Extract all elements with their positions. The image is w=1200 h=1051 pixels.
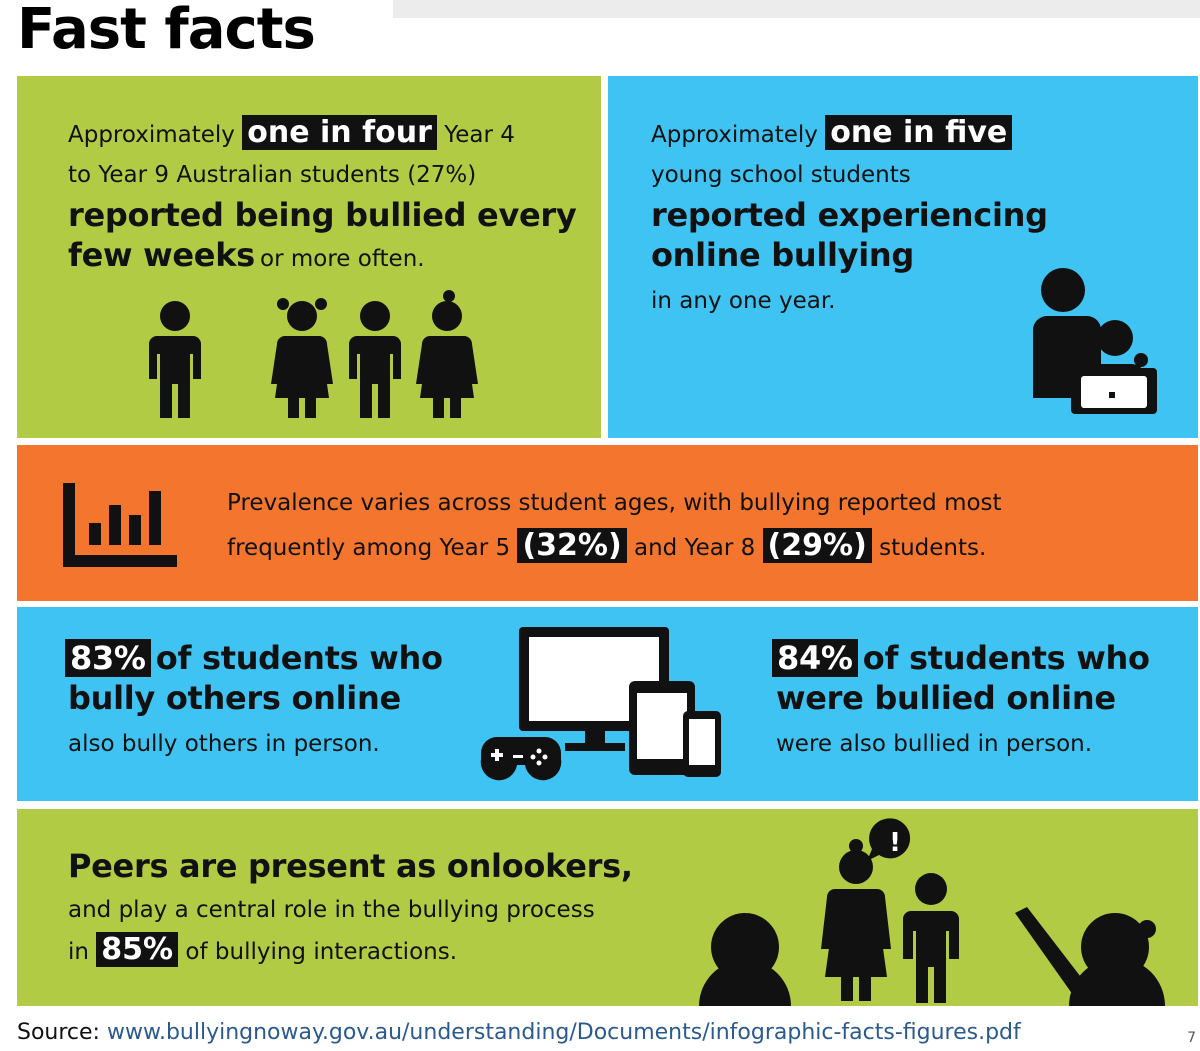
fact2-pre: Approximately: [651, 122, 818, 148]
fact4-line1: 83% of students who: [65, 637, 443, 679]
fact1-bold1: reported being bullied every: [68, 196, 577, 234]
speech-exclamation: !: [889, 828, 901, 858]
fact3-line2-pre: frequently among Year 5: [227, 535, 511, 561]
fact1-tail: or more often.: [260, 246, 425, 272]
fact5-percentage: 84%: [772, 639, 858, 677]
fact6-bold1: Peers are present as onlookers,: [68, 847, 633, 885]
student-figure-girl-1: [271, 298, 333, 418]
fact4-bold1: of students who: [155, 639, 443, 677]
fact2-bold2: online bullying: [651, 236, 914, 274]
bar-chart-icon: [63, 483, 177, 567]
fact-panel-one-in-five: Approximately one in five young school s…: [608, 76, 1198, 438]
fact3-line1: Prevalence varies across student ages, w…: [227, 490, 1002, 516]
year8-percentage: (29%): [762, 528, 872, 563]
fact1-line2: to Year 9 Australian students (27%): [68, 162, 477, 188]
child-with-laptop-icon: [1033, 268, 1157, 414]
fact-panel-prevalence: Prevalence varies across student ages, w…: [17, 445, 1198, 601]
fact1-post: Year 4: [444, 122, 515, 148]
fact-panel-one-in-four: Approximately one in four Year 4 to Year…: [17, 76, 601, 438]
fact2-line1: Approximately one in five: [651, 112, 1013, 156]
page-number: 7: [1187, 1030, 1196, 1046]
fact5-bold1: of students who: [862, 639, 1150, 677]
fact6-percentage: 85%: [96, 932, 179, 967]
fact6-line3-pre: in: [68, 939, 89, 965]
fact-panel-peers: Peers are present as onlookers, and play…: [17, 809, 1198, 1006]
onlookers-figures-icon: !: [699, 818, 1165, 1006]
students-figures-icon: [149, 290, 478, 418]
fact2-highlight: one in five: [825, 115, 1013, 150]
devices-icon: [480, 627, 721, 781]
fact2-bold1: reported experiencing: [651, 196, 1048, 234]
student-figure-boy-2: [349, 301, 401, 418]
fact5-bold2: were bullied online: [776, 679, 1116, 717]
fact-panel-online-bullying: 83% of students who bully others online …: [17, 607, 1198, 801]
fact2-tail: in any one year.: [651, 288, 836, 314]
fact5-line1: 84% of students who: [772, 637, 1150, 679]
fact1-line4: few weeks or more often.: [68, 234, 425, 280]
fact3-line2-post: students.: [879, 535, 987, 561]
fact2-line2: young school students: [651, 162, 911, 188]
top-bar: [393, 0, 1200, 18]
fact3-line2-mid: and Year 8: [634, 535, 756, 561]
fact5-tail: were also bullied in person.: [776, 731, 1093, 757]
student-figure-boy-1: [149, 301, 201, 418]
student-figure-girl-2: [416, 290, 478, 418]
page-title: Fast facts: [17, 0, 316, 62]
fact1-line1: Approximately one in four Year 4: [68, 112, 515, 156]
source-label: Source:: [17, 1020, 100, 1045]
fact1-bold2: few weeks: [68, 236, 255, 274]
fact6-line3: in 85% of bullying interactions.: [68, 929, 457, 973]
fact6-line2: and play a central role in the bullying …: [68, 897, 595, 923]
year5-percentage: (32%): [517, 528, 627, 563]
fact4-tail: also bully others in person.: [68, 731, 380, 757]
fact1-highlight: one in four: [242, 115, 437, 150]
fact4-bold2: bully others online: [68, 679, 401, 717]
fact1-pre: Approximately: [68, 122, 235, 148]
source-citation: Source: www.bullyingnoway.gov.au/underst…: [17, 1018, 1021, 1048]
source-link[interactable]: www.bullyingnoway.gov.au/understanding/D…: [106, 1020, 1021, 1045]
fact3-line2: frequently among Year 5 (32%) and Year 8…: [227, 525, 986, 569]
fact6-line3-post: of bullying interactions.: [185, 939, 458, 965]
fact4-percentage: 83%: [65, 639, 151, 677]
